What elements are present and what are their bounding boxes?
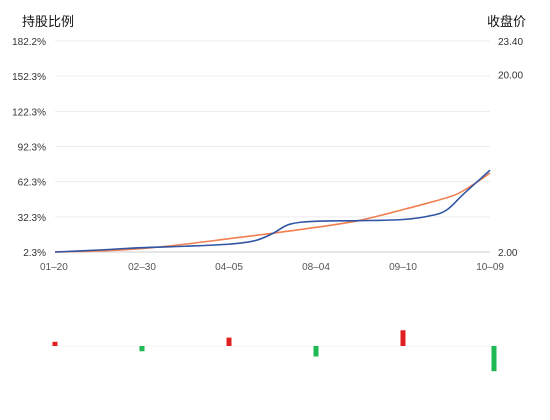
x-tick-label: 02–30	[128, 262, 156, 273]
change-bar	[491, 346, 497, 372]
left-tick-label: 122.3%	[12, 107, 46, 118]
right-tick-label: 2.00	[498, 248, 518, 259]
x-tick-label: 08–04	[302, 262, 330, 273]
left-axis-title: 持股比例	[22, 15, 75, 30]
left-tick-label: 32.3%	[18, 213, 46, 224]
x-tick-label: 09–10	[389, 262, 417, 273]
change-bar	[139, 346, 145, 352]
right-tick-label: 23.40	[498, 37, 523, 48]
left-tick-label: 152.3%	[12, 72, 46, 83]
change-bar	[400, 330, 406, 346]
holding-ratio-line	[54, 169, 491, 253]
x-tick-label: 01–20	[40, 262, 68, 273]
change-bar	[313, 346, 319, 357]
change-bar	[226, 337, 232, 346]
close-price-line	[54, 172, 491, 253]
x-tick-label: 04–05	[215, 262, 243, 273]
x-tick-label: 10–09	[476, 262, 504, 273]
left-tick-label: 182.2%	[12, 37, 46, 48]
right-axis-title: 收盘价	[486, 15, 526, 30]
change-bar	[52, 341, 58, 346]
right-tick-label: 20.00	[498, 71, 523, 82]
left-tick-label: 2.3%	[23, 248, 46, 259]
left-tick-label: 62.3%	[18, 178, 46, 189]
left-tick-label: 92.3%	[18, 143, 46, 154]
